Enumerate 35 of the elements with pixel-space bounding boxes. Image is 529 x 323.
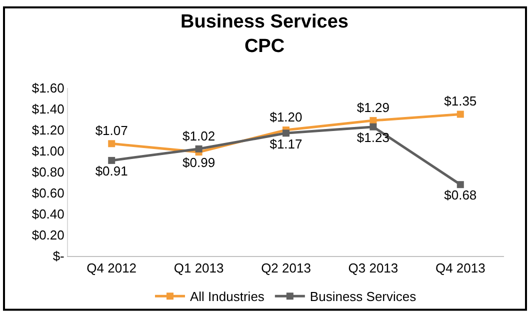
x-tick-label: Q4 2012 [86, 260, 137, 276]
point [108, 156, 116, 164]
legend-label: Business Services [310, 289, 417, 304]
y-tick-label: $1.60 [32, 80, 64, 96]
data-label: $0.91 [95, 164, 128, 179]
point [108, 140, 116, 148]
y-tick-label: $1.40 [32, 102, 64, 117]
data-label: $1.07 [95, 123, 128, 138]
x-tick-label: Q2 2013 [261, 260, 311, 276]
x-tick-label: Q4 2013 [435, 260, 486, 276]
data-label: $1.20 [270, 109, 302, 124]
point [195, 145, 202, 152]
data-label: $1.02 [182, 128, 216, 144]
y-tick-label: $0.60 [32, 186, 64, 201]
y-tick-label: $1.20 [32, 122, 64, 138]
point [456, 110, 464, 118]
legend-label: All Industries [190, 289, 265, 304]
point [282, 130, 290, 137]
data-label: $0.68 [444, 188, 477, 203]
x-tick-label: Q3 2013 [348, 260, 398, 276]
data-label: $1.23 [356, 130, 390, 145]
point [370, 123, 377, 130]
chart-title: Business Services CPC [180, 11, 348, 58]
data-label: $1.29 [356, 100, 390, 115]
y-tick-label: $0.80 [32, 164, 64, 180]
y-tick-label: $0.20 [32, 228, 64, 243]
x-tick-label: Q1 2013 [174, 260, 224, 276]
y-tick-label: $- [52, 248, 64, 264]
data-label: $1.35 [444, 94, 477, 109]
data-label: $1.17 [270, 136, 302, 152]
y-tick-label: $0.40 [32, 206, 64, 222]
data-label: $0.99 [182, 155, 216, 170]
point [456, 181, 464, 188]
y-tick-label: $1.00 [32, 144, 64, 159]
point [370, 117, 377, 124]
